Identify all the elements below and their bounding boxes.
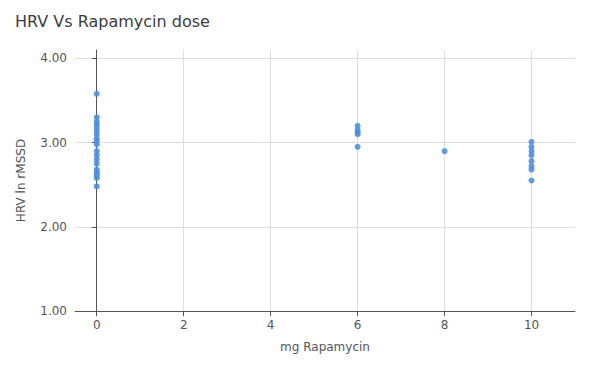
svg-text:2: 2 [180, 318, 188, 332]
svg-text:HRV ln rMSSD: HRV ln rMSSD [14, 139, 28, 222]
svg-text:1.00: 1.00 [40, 304, 67, 318]
svg-text:3.00: 3.00 [40, 136, 67, 150]
svg-text:4: 4 [267, 318, 275, 332]
svg-text:10: 10 [524, 318, 539, 332]
svg-text:0: 0 [93, 318, 101, 332]
svg-text:4.00: 4.00 [40, 51, 67, 65]
svg-text:6: 6 [354, 318, 362, 332]
svg-text:2.00: 2.00 [40, 220, 67, 234]
svg-text:HRV Vs Rapamycin dose: HRV Vs Rapamycin dose [15, 12, 210, 31]
svg-text:mg Rapamycin: mg Rapamycin [280, 340, 370, 354]
svg-text:8: 8 [441, 318, 449, 332]
